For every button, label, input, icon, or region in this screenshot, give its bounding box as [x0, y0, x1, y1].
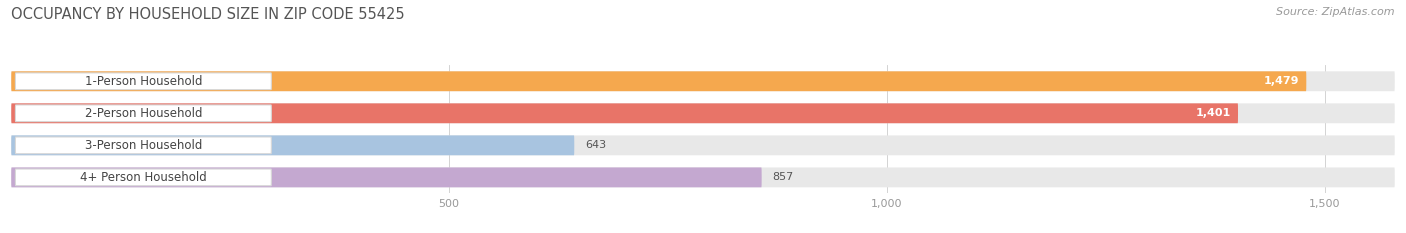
FancyBboxPatch shape [15, 73, 271, 90]
FancyBboxPatch shape [11, 168, 1395, 187]
FancyBboxPatch shape [15, 169, 271, 186]
FancyBboxPatch shape [11, 135, 574, 155]
FancyBboxPatch shape [15, 105, 271, 122]
Text: Source: ZipAtlas.com: Source: ZipAtlas.com [1277, 7, 1395, 17]
FancyBboxPatch shape [11, 71, 1306, 91]
FancyBboxPatch shape [15, 137, 271, 154]
Text: 643: 643 [585, 140, 606, 150]
Text: 1-Person Household: 1-Person Household [84, 75, 202, 88]
FancyBboxPatch shape [11, 103, 1395, 123]
FancyBboxPatch shape [11, 71, 1395, 91]
Text: OCCUPANCY BY HOUSEHOLD SIZE IN ZIP CODE 55425: OCCUPANCY BY HOUSEHOLD SIZE IN ZIP CODE … [11, 7, 405, 22]
Text: 3-Person Household: 3-Person Household [84, 139, 202, 152]
Text: 1,401: 1,401 [1195, 108, 1232, 118]
FancyBboxPatch shape [11, 168, 762, 187]
FancyBboxPatch shape [11, 103, 1239, 123]
FancyBboxPatch shape [11, 135, 1395, 155]
Text: 1,479: 1,479 [1264, 76, 1299, 86]
Text: 857: 857 [772, 172, 793, 182]
Text: 2-Person Household: 2-Person Household [84, 107, 202, 120]
Text: 4+ Person Household: 4+ Person Household [80, 171, 207, 184]
